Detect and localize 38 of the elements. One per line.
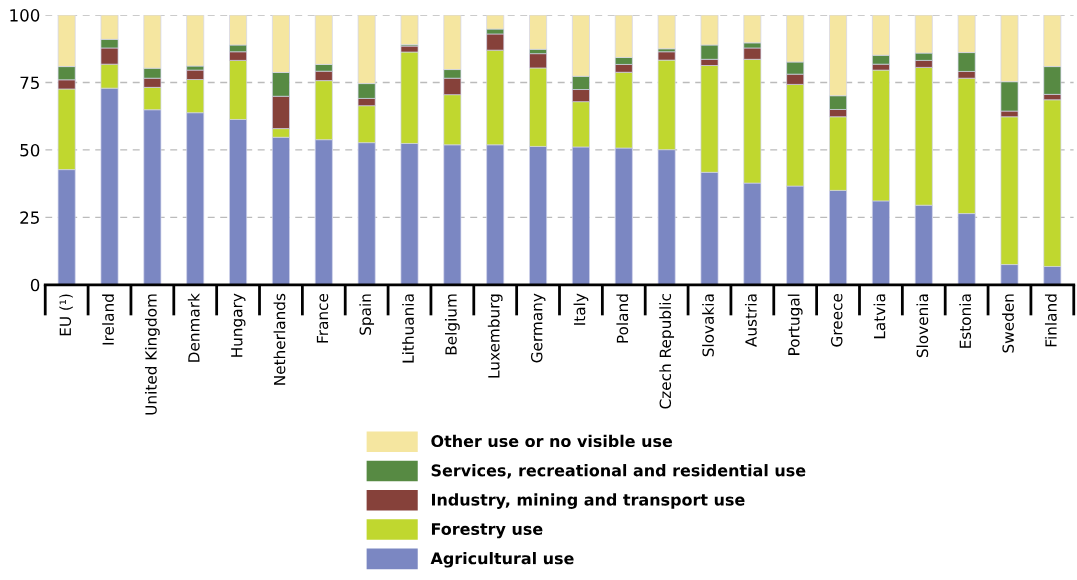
- legend-label: Agricultural use: [430, 551, 574, 568]
- bar: [657, 15, 676, 50]
- x-tick-label: Portugal: [787, 294, 803, 355]
- legend-label: Services, recreational and residential use: [431, 464, 806, 479]
- x-tick-label: Luxemburg: [487, 294, 503, 378]
- x-tick-label: Lithuania: [402, 294, 414, 363]
- y-tick-label: 0: [30, 278, 40, 292]
- x-tick-label: Slovenia: [916, 294, 929, 358]
- x-tick-label: Estonia: [959, 294, 972, 348]
- y-tick-label: 50: [20, 143, 40, 157]
- x-tick-label: Sweden: [1002, 294, 1014, 353]
- x-tick-label: Greece: [830, 293, 843, 347]
- x-tick-label: Belgium: [444, 294, 460, 355]
- x-tick-label: Austria: [744, 294, 757, 347]
- x-tick-label: France: [316, 293, 329, 343]
- legend-label: Industry, mining and transport use: [431, 493, 745, 509]
- x-tick-label: Slovakia: [702, 294, 714, 357]
- y-tick-label: 75: [20, 76, 39, 90]
- bar: [529, 15, 547, 50]
- y-tick-label: 25: [20, 211, 39, 224]
- legend-label: Other use or no visible use: [431, 434, 673, 448]
- x-tick-label: Poland: [616, 294, 629, 343]
- x-tick-label: Spain: [359, 294, 375, 335]
- x-tick-label: Czech Republic: [659, 294, 675, 409]
- x-tick-label: Italy: [573, 293, 589, 325]
- x-tick-label: Germany: [530, 293, 546, 363]
- legend-label: Forestry use: [431, 523, 543, 539]
- x-tick-label: Netherlands: [273, 293, 286, 385]
- x-tick-label: Denmark: [187, 293, 200, 362]
- x-tick-label: Finland: [1044, 294, 1057, 347]
- x-tick-label: Latvia: [873, 294, 886, 339]
- x-tick-label: Ireland: [102, 294, 114, 345]
- bar: [186, 15, 205, 67]
- y-tick-label: 100: [10, 9, 40, 22]
- x-tick-label: Hungary: [231, 293, 246, 357]
- x-tick-label: United Kingdom: [144, 294, 160, 415]
- bar: [400, 15, 419, 46]
- x-tick-label: EU (¹): [59, 294, 73, 336]
